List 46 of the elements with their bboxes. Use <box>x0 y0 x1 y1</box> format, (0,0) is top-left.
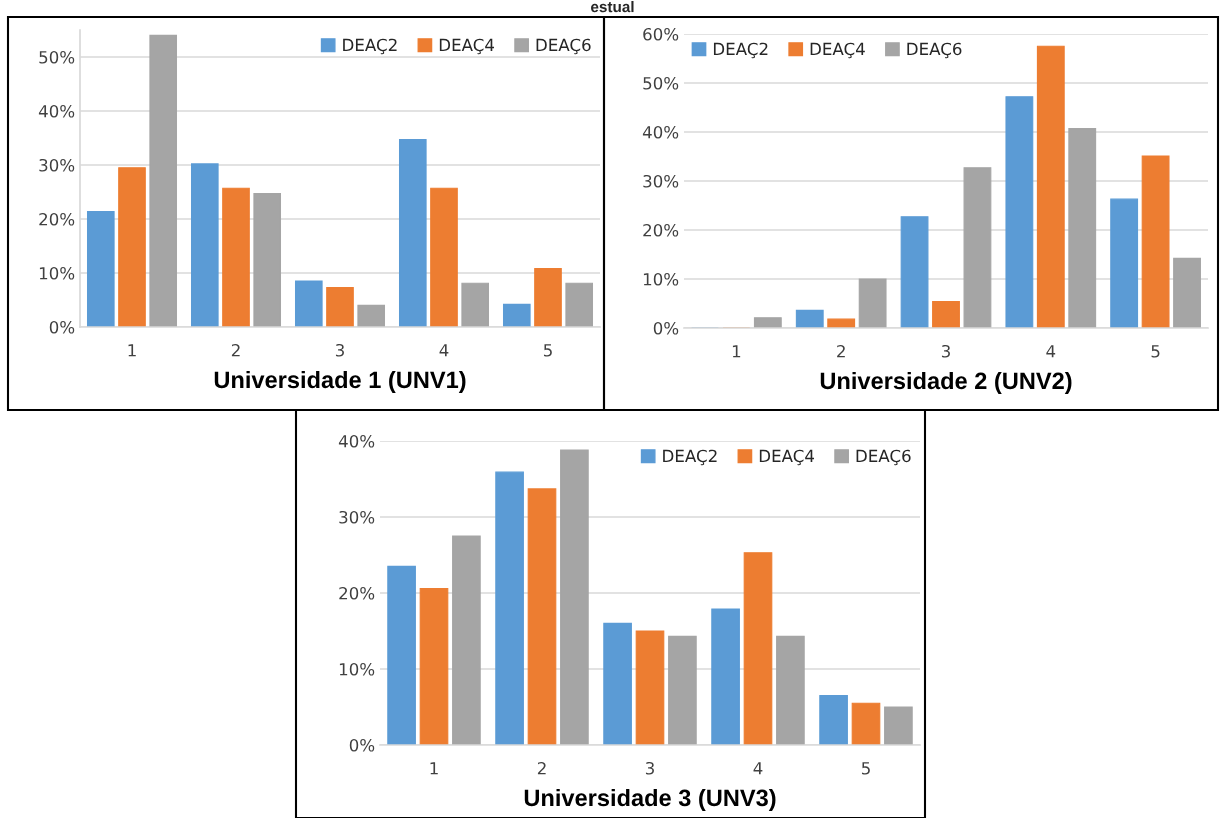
y-tick-label: 10% <box>339 662 375 676</box>
y-tick-label: 30% <box>339 510 375 524</box>
x-tick-label: 4 <box>753 762 763 775</box>
legend-label: DEAÇ2 <box>663 449 717 466</box>
x-tick-label: 1 <box>732 345 741 358</box>
y-tick-label: 20% <box>39 212 75 226</box>
x-tick-label: 3 <box>335 343 344 357</box>
y-tick-label: 0% <box>653 321 679 335</box>
x-axis-title: Universidade 2 (UNV2) <box>820 371 1072 394</box>
x-tick-label: 3 <box>645 761 654 775</box>
legend-label: DEAÇ6 <box>536 38 591 55</box>
x-tick-label: 3 <box>941 344 950 358</box>
y-tick-label: 60% <box>643 27 679 41</box>
legend-label: DEAÇ2 <box>713 42 768 59</box>
x-tick-label: 5 <box>1151 345 1160 358</box>
y-tick-label: 30% <box>643 174 679 188</box>
y-tick-label: 0% <box>49 320 75 334</box>
y-tick-label: 50% <box>643 76 679 90</box>
y-tick-label: 40% <box>642 125 679 139</box>
y-tick-label: 10% <box>643 272 679 286</box>
y-tick-label: 50% <box>39 50 75 64</box>
y-tick-label: 40% <box>38 104 75 118</box>
x-tick-label: 5 <box>543 344 552 357</box>
x-tick-label: 1 <box>430 762 438 775</box>
y-tick-label: 20% <box>643 223 679 237</box>
x-tick-label: 2 <box>537 761 546 775</box>
x-tick-label: 4 <box>439 344 449 357</box>
x-tick-label: 1 <box>128 344 136 357</box>
x-tick-label: 4 <box>1046 345 1056 358</box>
y-tick-label: 20% <box>339 586 375 600</box>
legend-label: DEAÇ6 <box>907 42 962 59</box>
x-tick-label: 2 <box>231 343 240 357</box>
y-tick-label: 40% <box>338 434 375 448</box>
legend-label: DEAÇ6 <box>856 449 911 466</box>
text: estual <box>591 1 634 13</box>
x-axis-title: Universidade 3 (UNV3) <box>524 788 776 811</box>
legend-label: DEAÇ4 <box>759 449 815 466</box>
legend-label: DEAÇ4 <box>439 38 495 55</box>
y-tick-label: 10% <box>39 266 75 280</box>
legend-label: DEAÇ2 <box>343 38 397 55</box>
x-axis-title: Universidade 1 (UNV1) <box>214 370 466 393</box>
x-tick-label: 2 <box>837 344 845 358</box>
y-tick-label: 30% <box>39 158 75 172</box>
y-tick-label: 0% <box>349 738 375 752</box>
x-tick-label: 5 <box>861 762 870 775</box>
legend-label: DEAÇ4 <box>810 42 865 59</box>
